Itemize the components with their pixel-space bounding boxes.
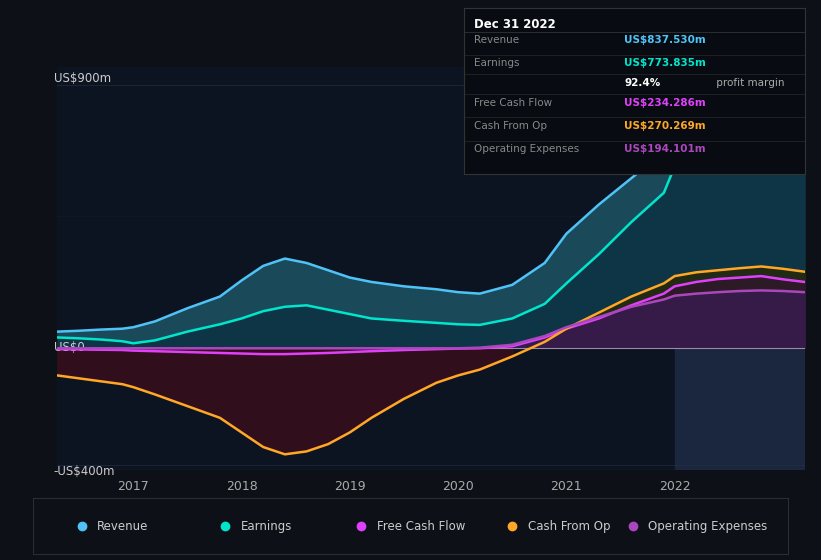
Text: /yr: /yr <box>819 121 821 130</box>
Text: 92.4%: 92.4% <box>624 78 660 88</box>
Text: US$837.530m: US$837.530m <box>624 35 706 45</box>
Text: Cash From Op: Cash From Op <box>474 121 547 130</box>
Text: profit margin: profit margin <box>713 78 784 88</box>
Text: Free Cash Flow: Free Cash Flow <box>377 520 465 533</box>
Text: US$194.101m: US$194.101m <box>624 144 705 154</box>
Text: Revenue: Revenue <box>474 35 519 45</box>
Text: Earnings: Earnings <box>241 520 292 533</box>
Text: Dec 31 2022: Dec 31 2022 <box>474 18 556 31</box>
Bar <box>675 67 810 470</box>
Text: US$270.269m: US$270.269m <box>624 121 705 130</box>
Text: US$234.286m: US$234.286m <box>624 97 706 108</box>
Text: /yr: /yr <box>819 58 821 68</box>
Text: US$773.835m: US$773.835m <box>624 58 706 68</box>
Text: /yr: /yr <box>819 35 821 45</box>
Text: Cash From Op: Cash From Op <box>528 520 610 533</box>
Text: -US$400m: -US$400m <box>53 465 115 478</box>
Text: Revenue: Revenue <box>97 520 149 533</box>
Text: /yr: /yr <box>819 97 821 108</box>
Text: US$0: US$0 <box>53 341 85 354</box>
Text: Operating Expenses: Operating Expenses <box>649 520 768 533</box>
Text: Free Cash Flow: Free Cash Flow <box>474 97 553 108</box>
Text: US$900m: US$900m <box>53 72 111 85</box>
Text: Operating Expenses: Operating Expenses <box>474 144 580 154</box>
Text: Earnings: Earnings <box>474 58 520 68</box>
Text: /yr: /yr <box>819 144 821 154</box>
